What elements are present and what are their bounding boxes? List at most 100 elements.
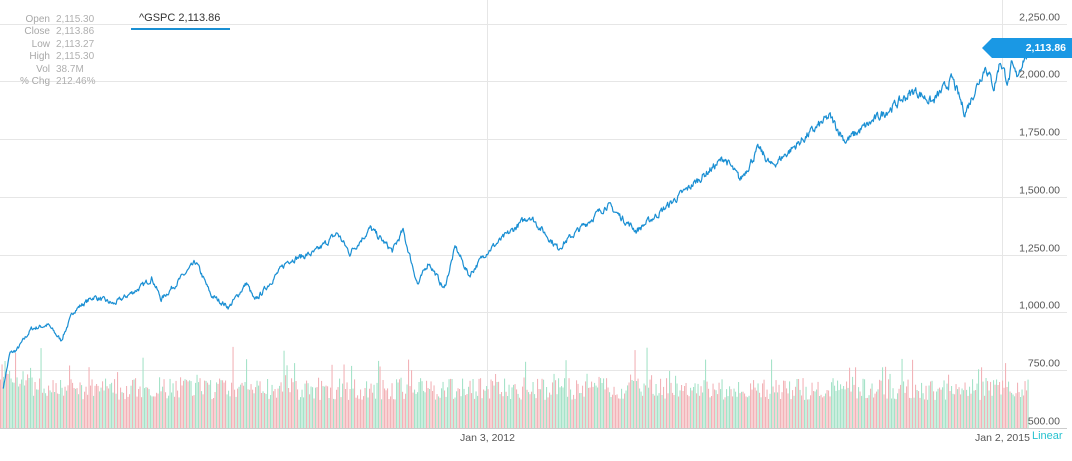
volume-bar-up (657, 395, 659, 428)
volume-bar-down (685, 383, 687, 428)
volume-bar-down (907, 379, 909, 428)
volume-bar-down (501, 392, 503, 428)
volume-bar-up (417, 392, 419, 428)
volume-bar-up (532, 382, 534, 428)
volume-bar-down (828, 390, 830, 428)
volume-bar-up (145, 387, 147, 428)
volume-bar-down (523, 377, 525, 428)
volume-bar-up (603, 378, 605, 428)
volume-bar-down (879, 379, 881, 428)
volume-bar-up (727, 396, 729, 428)
volume-bar-up (840, 384, 842, 428)
volume-bar-up (736, 396, 738, 428)
stat-open: Open 2,115.30 (8, 14, 95, 26)
volume-bar-down (393, 399, 395, 428)
volume-bar-down (405, 393, 407, 428)
scale-mode-toggle[interactable]: Linear (1032, 430, 1063, 442)
volume-bar-up (322, 386, 324, 428)
volume-bar-down (708, 388, 710, 428)
volume-bar-up (144, 388, 146, 428)
volume-bar-up (36, 389, 38, 428)
volume-bar-down (363, 396, 365, 428)
volume-bar-down (495, 374, 497, 428)
volume-bar-up (267, 379, 269, 428)
volume-bar-up (520, 399, 522, 428)
stat-value: 2,113.86 (56, 26, 95, 38)
volume-bar-down (981, 367, 983, 428)
volume-bar-down (900, 384, 902, 428)
volume-bar-down (84, 391, 86, 428)
volume-bar-up (864, 379, 866, 428)
volume-bar-up (697, 383, 699, 428)
volume-bar-down (1003, 387, 1005, 428)
stat-low: Low 2,113.27 (8, 39, 95, 51)
volume-bar-up (894, 398, 896, 428)
volume-bar-up (913, 397, 915, 428)
series-legend-chip[interactable]: ^GSPC 2,113.86 (131, 8, 230, 30)
volume-bar-up (504, 378, 506, 428)
volume-bar-up (720, 389, 722, 428)
volume-bar-up (858, 387, 860, 428)
volume-bar-down (394, 399, 396, 428)
volume-bar-down (898, 388, 900, 428)
volume-bar-down (591, 381, 593, 428)
volume-bar-down (139, 386, 141, 428)
volume-bar-down (183, 380, 185, 428)
volume-bar-down (751, 389, 753, 428)
volume-bar-up (375, 398, 377, 428)
volume-bar-up (961, 388, 963, 428)
volume-bar-up (631, 380, 633, 428)
volume-bar-down (199, 378, 201, 428)
volume-bar-up (130, 385, 132, 428)
volume-bar-down (522, 386, 524, 428)
volume-bar-down (127, 396, 129, 428)
volume-bar-up (286, 365, 288, 428)
volume-bar-up (105, 378, 107, 428)
volume-bar-up (10, 378, 12, 428)
volume-bar-up (844, 389, 846, 428)
volume-bar-up (774, 392, 776, 428)
volume-bar-down (474, 398, 476, 428)
volume-bar-down (717, 394, 719, 428)
volume-bar-down (768, 399, 770, 428)
volume-bar-down (607, 387, 609, 428)
volume-bar-down (129, 394, 131, 428)
volume-bar-down (529, 394, 531, 428)
volume-bar-up (808, 399, 810, 428)
volume-bar-down (382, 380, 384, 428)
volume-bar-down (225, 380, 227, 428)
volume-bar-down (330, 387, 332, 428)
volume-bar-down (73, 388, 75, 428)
volume-bar-up (24, 385, 26, 428)
volume-bar-up (639, 388, 641, 428)
volume-bar-up (570, 389, 572, 428)
volume-bar-up (169, 378, 171, 428)
volume-bar-up (1014, 396, 1016, 428)
volume-bar-down (412, 392, 414, 428)
volume-bar-down (313, 398, 315, 428)
volume-bar-down (232, 346, 234, 428)
volume-bar-up (111, 382, 113, 428)
volume-bar-up (121, 392, 123, 428)
stat-close: Close 2,113.86 (8, 26, 95, 38)
volume-bar-down (954, 394, 956, 428)
volume-bar-up (43, 388, 45, 428)
volume-bar-down (526, 389, 528, 428)
volume-bar-up (729, 386, 731, 428)
volume-bar-down (364, 388, 366, 428)
volume-bar-up (9, 370, 11, 428)
volume-bar-up (945, 399, 947, 428)
stat-value: 38.7M (56, 63, 84, 75)
y-tick-label: 1,250.00 (1019, 243, 1060, 255)
volume-bar-down (739, 393, 741, 428)
last-price-badge: 2,113.86 (982, 38, 1072, 58)
volume-bar-up (543, 379, 545, 428)
volume-bar-down (327, 386, 329, 428)
volume-bar-down (691, 390, 693, 428)
volume-bar-up (205, 380, 207, 428)
volume-bar-up (931, 380, 933, 428)
volume-bar-down (940, 389, 942, 428)
volume-bar-down (817, 381, 819, 428)
volume-bar-up (142, 357, 144, 428)
